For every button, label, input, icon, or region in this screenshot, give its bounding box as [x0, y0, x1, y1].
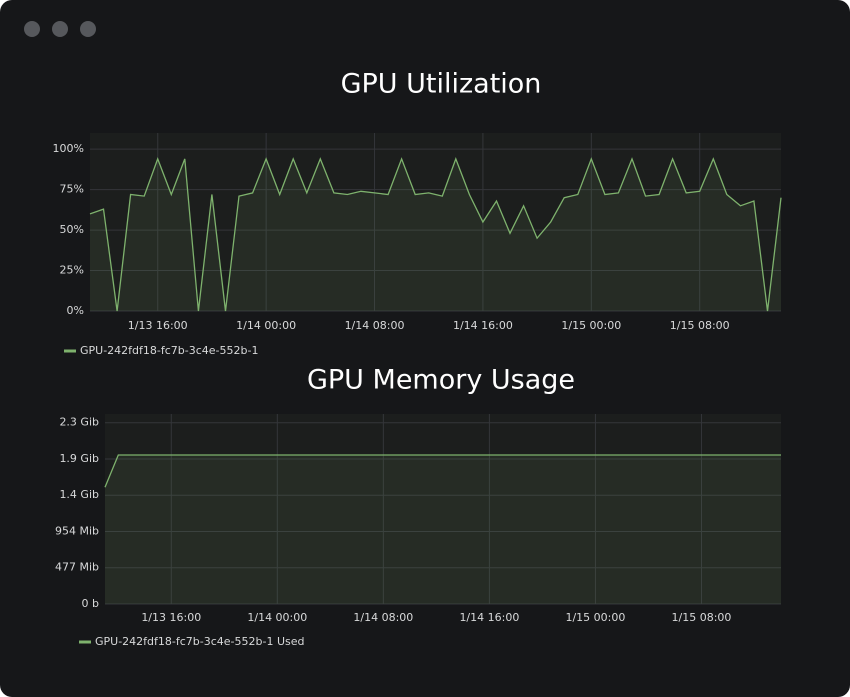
x-tick-label: 1/13 16:00: [128, 319, 188, 332]
x-tick-label: 1/13 16:00: [141, 611, 201, 624]
x-tick-label: 1/15 00:00: [561, 319, 621, 332]
window-dot: [24, 21, 40, 37]
y-tick-label: 50%: [60, 223, 84, 236]
series-line: [89, 157, 782, 312]
x-tick-label: 1/15 00:00: [565, 611, 625, 624]
y-tick-label: 0%: [67, 304, 84, 317]
y-tick-label: 0 b: [82, 597, 99, 610]
y-tick-label: 477 Mib: [55, 561, 99, 574]
legend-label: GPU-242fdf18-fc7b-3c4e-552b-1 Used: [95, 635, 305, 648]
window-dot: [52, 21, 68, 37]
x-tick-label: 1/14 00:00: [236, 319, 296, 332]
y-tick-label: 1.4 Gib: [59, 488, 99, 501]
x-tick-label: 1/14 00:00: [247, 611, 307, 624]
y-tick-label: 1.9 Gib: [59, 452, 99, 465]
x-tick-label: 1/14 16:00: [459, 611, 519, 624]
legend-label: GPU-242fdf18-fc7b-3c4e-552b-1: [80, 344, 258, 357]
y-tick-label: 2.3 Gib: [59, 416, 99, 429]
x-tick-label: 1/14 16:00: [453, 319, 513, 332]
series-line: [104, 454, 781, 488]
x-tick-label: 1/15 08:00: [670, 319, 730, 332]
series-area: [90, 158, 781, 311]
y-tick-label: 100%: [53, 142, 84, 155]
x-tick-label: 1/14 08:00: [345, 319, 405, 332]
x-tick-label: 1/15 08:00: [672, 611, 732, 624]
chart-title: GPU Memory Usage: [307, 365, 575, 396]
y-tick-label: 954 Mib: [55, 524, 99, 537]
series-area: [105, 455, 781, 604]
window-dot: [80, 21, 96, 37]
plot-area: [105, 414, 781, 604]
y-tick-label: 25%: [60, 264, 84, 277]
y-tick-label: 75%: [60, 183, 84, 196]
plot-area: [90, 133, 781, 311]
x-tick-label: 1/14 08:00: [353, 611, 413, 624]
chart-title: GPU Utilization: [341, 69, 542, 100]
